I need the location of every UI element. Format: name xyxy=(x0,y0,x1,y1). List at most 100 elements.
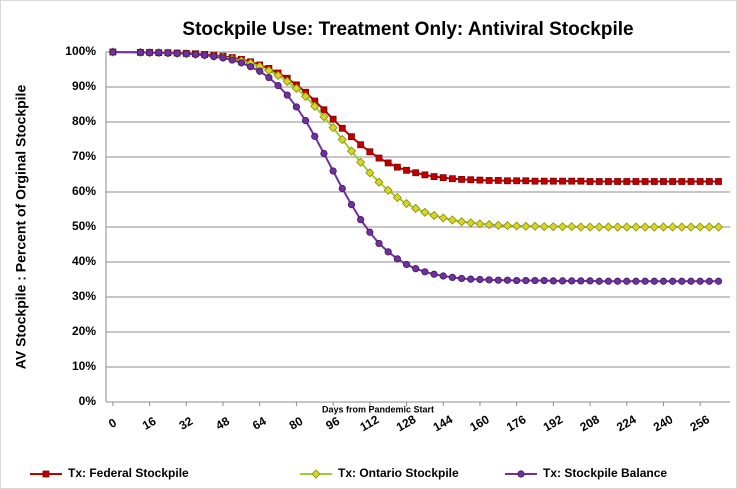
marker xyxy=(603,222,613,232)
marker xyxy=(430,173,438,181)
marker xyxy=(650,277,658,285)
marker xyxy=(503,276,512,284)
marker xyxy=(669,178,677,185)
marker xyxy=(438,213,448,223)
marker xyxy=(641,277,649,285)
marker xyxy=(357,141,365,149)
marker xyxy=(412,169,420,177)
marker xyxy=(265,73,273,82)
marker xyxy=(557,222,568,232)
legend-label: Tx: Stockpile Balance xyxy=(543,466,667,480)
marker xyxy=(346,146,357,156)
marker xyxy=(696,178,704,185)
marker xyxy=(687,178,695,185)
marker xyxy=(136,48,145,56)
marker xyxy=(292,103,301,111)
marker xyxy=(677,222,687,232)
marker xyxy=(457,217,467,227)
marker xyxy=(375,154,383,162)
x-axis-label: Days from Pandemic Start xyxy=(322,404,434,414)
marker xyxy=(467,275,475,283)
marker xyxy=(686,222,696,232)
marker xyxy=(568,177,576,185)
marker xyxy=(493,220,503,230)
marker xyxy=(549,177,557,185)
marker xyxy=(632,277,640,285)
y-tick-label: 60% xyxy=(72,184,96,198)
x-tick-label: 32 xyxy=(177,414,196,433)
marker xyxy=(485,177,493,184)
y-tick-label: 80% xyxy=(72,114,96,128)
chart-title: Stockpile Use: Treatment Only: Antiviral… xyxy=(182,19,633,40)
marker xyxy=(649,222,659,232)
marker xyxy=(577,177,585,185)
marker xyxy=(383,185,393,195)
marker xyxy=(567,222,577,232)
marker xyxy=(540,276,548,285)
marker xyxy=(155,49,163,57)
marker xyxy=(713,222,724,232)
marker xyxy=(531,276,539,285)
marker xyxy=(338,124,346,132)
marker xyxy=(412,265,420,273)
x-tick-label: 16 xyxy=(140,414,159,433)
marker xyxy=(549,277,557,285)
marker xyxy=(522,276,530,285)
marker xyxy=(594,222,604,232)
marker xyxy=(512,221,522,231)
marker xyxy=(595,178,603,185)
y-tick-label: 70% xyxy=(72,149,96,163)
legend-marker xyxy=(42,470,50,478)
marker xyxy=(678,178,686,185)
marker xyxy=(622,222,632,232)
marker xyxy=(540,177,548,185)
marker xyxy=(614,178,621,185)
marker xyxy=(375,239,383,248)
marker xyxy=(577,277,585,285)
marker xyxy=(502,221,513,231)
marker xyxy=(623,178,631,185)
marker xyxy=(145,49,154,57)
marker xyxy=(476,176,484,184)
marker xyxy=(714,277,723,285)
marker xyxy=(365,168,375,178)
marker xyxy=(347,201,356,209)
marker xyxy=(522,177,530,185)
marker xyxy=(237,59,245,67)
marker xyxy=(439,272,447,280)
marker xyxy=(613,277,622,285)
marker xyxy=(504,177,511,185)
marker xyxy=(659,277,668,285)
marker xyxy=(283,91,291,99)
x-tick-label: 48 xyxy=(213,414,232,433)
marker xyxy=(310,101,320,111)
marker xyxy=(392,193,402,203)
marker xyxy=(494,177,502,184)
marker xyxy=(650,178,658,185)
marker xyxy=(448,273,457,281)
legend-label: Tx: Federal Stockpile xyxy=(68,466,189,480)
marker xyxy=(403,166,410,174)
marker xyxy=(182,50,190,58)
marker xyxy=(311,132,319,140)
marker xyxy=(586,178,594,185)
marker xyxy=(513,276,521,285)
marker xyxy=(256,67,264,75)
marker xyxy=(521,221,531,231)
marker xyxy=(301,91,311,102)
marker xyxy=(585,222,595,232)
marker xyxy=(273,70,283,81)
marker xyxy=(319,112,329,122)
marker xyxy=(384,159,392,167)
marker xyxy=(274,82,282,90)
legend-label: Tx: Ontario Stockpile xyxy=(338,466,459,480)
marker xyxy=(282,76,292,86)
marker xyxy=(704,222,714,232)
marker xyxy=(374,177,384,187)
marker xyxy=(320,106,328,114)
marker xyxy=(631,222,641,232)
marker xyxy=(320,149,328,158)
marker xyxy=(705,178,713,185)
marker xyxy=(530,221,540,231)
y-tick-label: 10% xyxy=(72,359,96,373)
